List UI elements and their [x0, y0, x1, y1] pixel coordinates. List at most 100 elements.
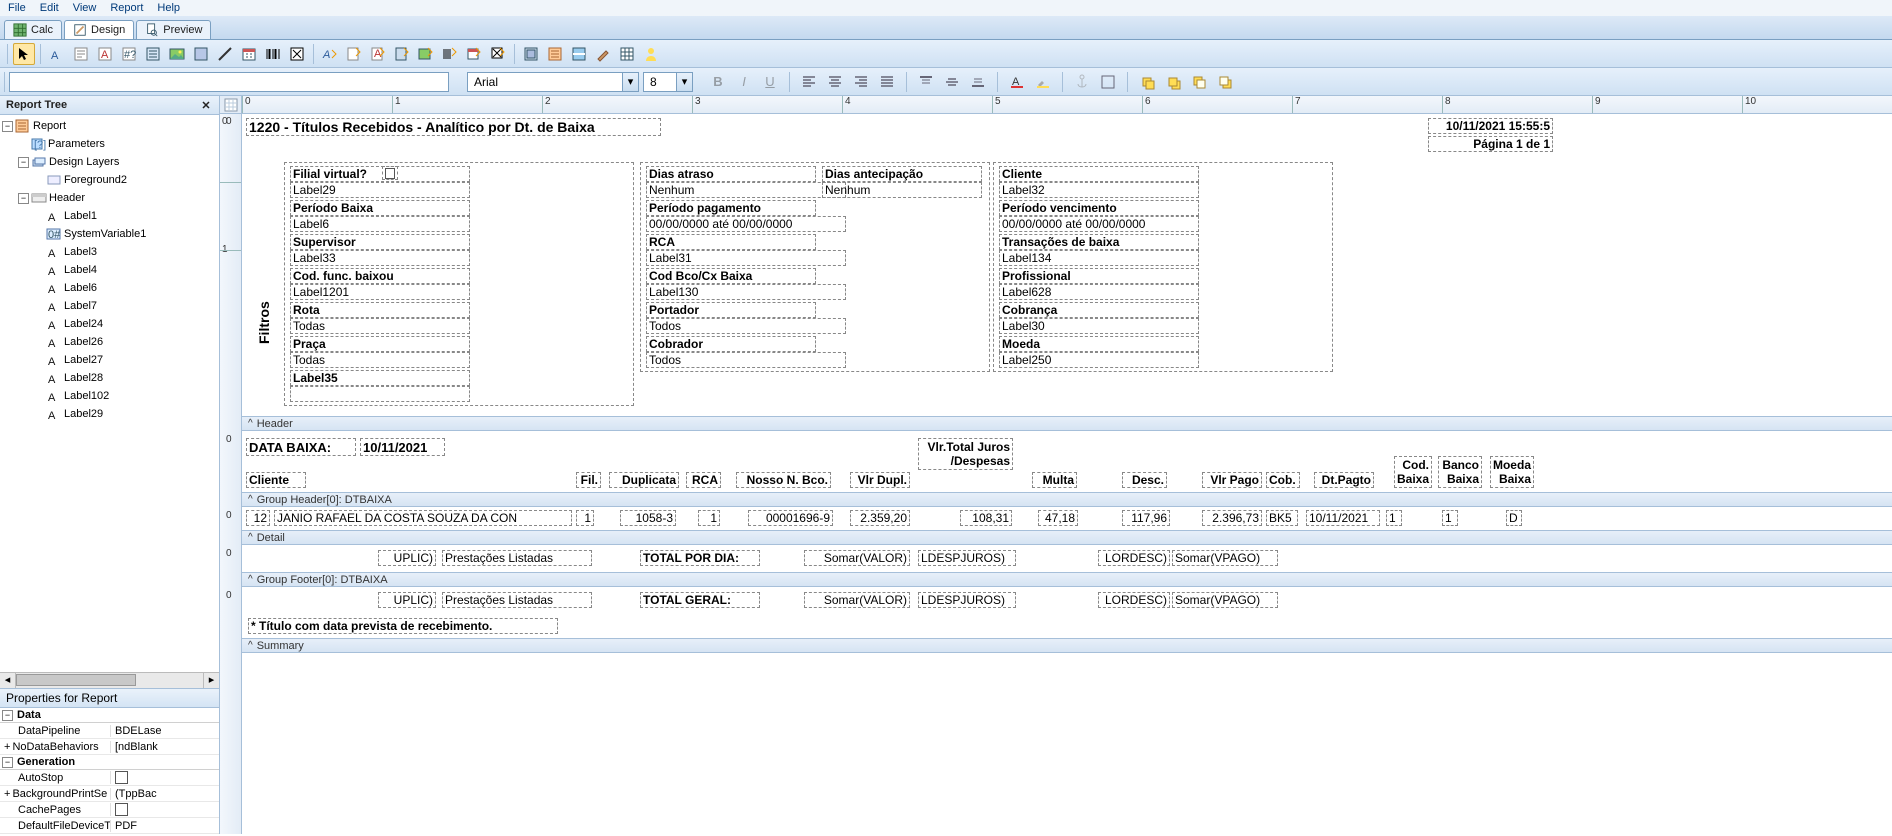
col-fil[interactable]: Fil.	[576, 472, 601, 488]
filter-label[interactable]: Cobrança	[999, 302, 1199, 318]
align-justify-button[interactable]	[876, 71, 898, 93]
tree-node-header[interactable]: −Header	[0, 189, 219, 207]
align-left-button[interactable]	[798, 71, 820, 93]
filter-value[interactable]: Todos	[646, 318, 846, 334]
filter-label[interactable]: Período pagamento	[646, 200, 816, 216]
detail-vlrpago[interactable]: 2.396,73	[1202, 510, 1262, 526]
footer-prest-geral[interactable]: Prestações Listadas	[442, 592, 592, 608]
footer-despjuros[interactable]: LDESPJUROS)	[918, 550, 1016, 566]
col-rca[interactable]: RCA	[686, 472, 721, 488]
report-tree[interactable]: −Report [?]Parameters −Design Layers For…	[0, 115, 219, 672]
filter-label[interactable]: Período Baixa	[290, 200, 470, 216]
footer-lordesc-geral[interactable]: LORDESC)	[1098, 592, 1170, 608]
filter-label[interactable]: Transações de baixa	[999, 234, 1199, 250]
filter-label[interactable]: Dias antecipação	[822, 166, 982, 182]
send-back-button[interactable]	[1162, 71, 1184, 93]
footnote[interactable]: * Título com data prevista de recebiment…	[248, 618, 558, 634]
menu-report[interactable]: Report	[110, 2, 143, 14]
region-tool[interactable]	[520, 43, 542, 65]
detail-cliente-cod[interactable]: 12	[246, 510, 270, 526]
data-baixa-value[interactable]: 10/11/2021	[360, 438, 445, 456]
detail-dup[interactable]: 1058-3	[620, 510, 676, 526]
close-icon[interactable]: ✕	[199, 98, 213, 112]
col-multa[interactable]: Multa	[1032, 472, 1077, 488]
footer-vpago[interactable]: Somar(VPAGO)	[1172, 550, 1278, 566]
col-moedabaixa[interactable]: Moeda Baixa	[1490, 456, 1534, 488]
dbtext-tool[interactable]: A	[319, 43, 341, 65]
band-header[interactable]: Header	[242, 416, 1892, 431]
filter-value[interactable]: Label32	[999, 182, 1199, 198]
richtext-tool[interactable]: A	[94, 43, 116, 65]
chevron-down-icon[interactable]: ▾	[676, 73, 692, 91]
filter-label[interactable]: Cliente	[999, 166, 1199, 182]
report-title[interactable]: 1220 - Títulos Recebidos - Analítico por…	[246, 118, 661, 136]
tree-node[interactable]: ALabel29	[0, 405, 219, 423]
col-desc[interactable]: Desc.	[1122, 472, 1167, 488]
filter-value[interactable]: Todas	[290, 318, 470, 334]
shape-tool[interactable]	[190, 43, 212, 65]
detail-desc[interactable]: 117,96	[1122, 510, 1170, 526]
prop-row[interactable]: DefaultFileDeviceTPDF	[0, 818, 219, 834]
underline-button[interactable]: U	[759, 71, 781, 93]
checkbox-tool[interactable]	[286, 43, 308, 65]
tree-node-design-layers[interactable]: −Design Layers	[0, 153, 219, 171]
tree-node-report[interactable]: −Report	[0, 117, 219, 135]
subreport-tool[interactable]	[544, 43, 566, 65]
menu-view[interactable]: View	[73, 2, 97, 14]
detail-bancobaixa[interactable]: 1	[1442, 510, 1458, 526]
menu-edit[interactable]: Edit	[40, 2, 59, 14]
prop-row[interactable]: DataPipelineBDELase	[0, 723, 219, 739]
tree-node[interactable]: ALabel102	[0, 387, 219, 405]
dbcalc-tool[interactable]	[391, 43, 413, 65]
filter-label[interactable]: Dias atraso	[646, 166, 816, 182]
tree-node[interactable]: ALabel26	[0, 333, 219, 351]
col-bancobaixa[interactable]: Banco Baixa	[1438, 456, 1482, 488]
design-canvas[interactable]: 0 1220 - Títulos Recebidos - Analítico p…	[242, 114, 1892, 834]
footer-total-day[interactable]: TOTAL POR DIA:	[640, 550, 760, 566]
col-nosso[interactable]: Nosso N. Bco.	[736, 472, 831, 488]
filter-value[interactable]: Label33	[290, 250, 470, 266]
filial-virtual-checkbox[interactable]	[382, 166, 398, 180]
border-button[interactable]	[1097, 71, 1119, 93]
tree-node[interactable]: ALabel24	[0, 315, 219, 333]
filter-label[interactable]: Filial virtual?	[290, 166, 470, 182]
tree-node-parameters[interactable]: [?]Parameters	[0, 135, 219, 153]
tree-node[interactable]: ALabel4	[0, 261, 219, 279]
highlight-color-button[interactable]	[1032, 71, 1054, 93]
anchor-button[interactable]	[1071, 71, 1093, 93]
filter-value[interactable]: Label6	[290, 216, 470, 232]
tab-design[interactable]: Design	[64, 20, 134, 39]
tree-node[interactable]: ALabel3	[0, 243, 219, 261]
band-group-header[interactable]: Group Header[0]: DTBAIXA	[242, 492, 1892, 507]
tree-node-foreground[interactable]: Foreground2	[0, 171, 219, 189]
barcode-tool[interactable]	[262, 43, 284, 65]
line-tool[interactable]	[214, 43, 236, 65]
detail-codbaixa[interactable]: 1	[1386, 510, 1402, 526]
paintbrush-tool[interactable]	[592, 43, 614, 65]
filter-label[interactable]: Período vencimento	[999, 200, 1199, 216]
prop-row[interactable]: +BackgroundPrintSe(TppBac	[0, 786, 219, 802]
filter-value[interactable]: Nenhum	[646, 182, 846, 198]
filter-value[interactable]: Todas	[290, 352, 470, 368]
filter-label[interactable]: RCA	[646, 234, 816, 250]
dbbarcode-tool[interactable]	[439, 43, 461, 65]
filter-value[interactable]: 00/00/0000 até 00/00/0000	[646, 216, 846, 232]
detail-juros[interactable]: 108,31	[960, 510, 1012, 526]
chevron-down-icon[interactable]: ▾	[622, 73, 638, 91]
filter-value[interactable]: Label134	[999, 250, 1199, 266]
footer-total-geral[interactable]: TOTAL GERAL:	[640, 592, 760, 608]
prop-row[interactable]: CachePages	[0, 802, 219, 818]
valign-middle-button[interactable]	[941, 71, 963, 93]
filter-value[interactable]: Label31	[646, 250, 846, 266]
properties-grid[interactable]: −Data DataPipelineBDELase +NoDataBehavio…	[0, 708, 219, 834]
font-size-combo[interactable]: 8 ▾	[643, 72, 693, 92]
filter-label[interactable]: Cod. func. baixou	[290, 268, 470, 284]
col-codbaixa[interactable]: Cod. Baixa	[1394, 456, 1432, 488]
filter-value[interactable]	[290, 386, 470, 402]
crosstab-tool[interactable]	[616, 43, 638, 65]
menu-help[interactable]: Help	[157, 2, 180, 14]
filter-label[interactable]: Label35	[290, 370, 470, 386]
dbcheckbox-tool[interactable]	[487, 43, 509, 65]
tree-node[interactable]: ALabel27	[0, 351, 219, 369]
detail-moedabaixa[interactable]: D	[1506, 510, 1522, 526]
